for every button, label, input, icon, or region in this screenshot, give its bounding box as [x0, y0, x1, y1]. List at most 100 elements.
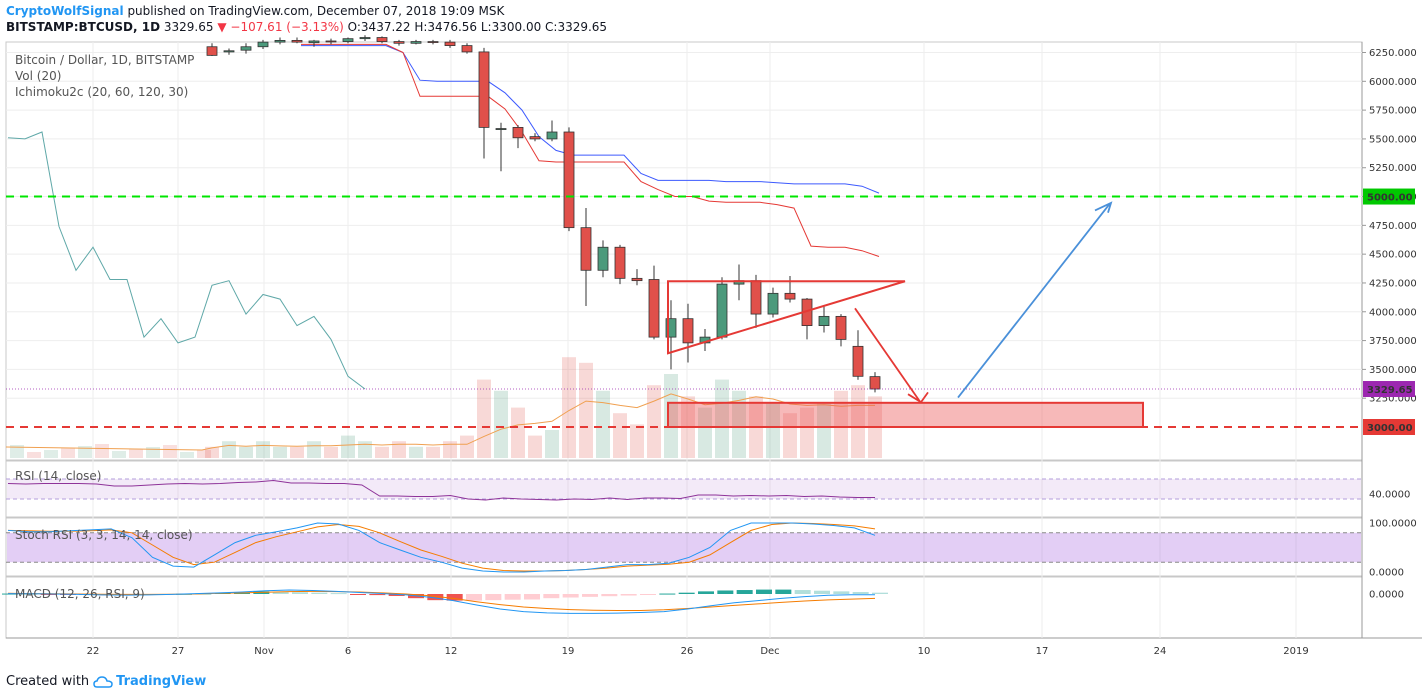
stoch-pane: [5, 517, 1363, 577]
candle-body: [325, 40, 337, 43]
candle-body: [274, 40, 286, 43]
candle-body: [580, 227, 592, 271]
volume-bar: [290, 446, 304, 458]
candle-body: [529, 136, 541, 140]
candle-body: [427, 41, 439, 43]
candle-body: [444, 41, 456, 46]
time-tick-label: 22: [87, 646, 100, 657]
volume-bar: [426, 446, 440, 458]
bearish-arrow-head: [907, 391, 929, 404]
macd-histogram-bar: [330, 593, 347, 595]
volume-bar: [834, 390, 848, 458]
macd-histogram-bar: [736, 590, 753, 594]
candle-body: [461, 45, 473, 53]
candle-body: [563, 131, 575, 229]
volume-bar: [443, 441, 457, 458]
candle-body: [291, 40, 303, 43]
candle-body: [308, 40, 320, 44]
time-tick-label: 6: [345, 646, 351, 657]
author-link[interactable]: CryptoWolfSignal: [6, 4, 124, 18]
trading-chart[interactable]: 22 27 Nov 6 12 19 26 Dec 10 17 24 2019 6250.000 6000.…: [0, 0, 1426, 670]
tradingview-logo[interactable]: TradingView: [93, 674, 206, 689]
triangle-pattern: [667, 280, 906, 355]
candle-body: [495, 128, 507, 130]
macd-histogram-bar: [350, 594, 366, 595]
footer: Created with TradingView: [6, 674, 206, 689]
macd-histogram-bar: [601, 594, 618, 597]
symbol-line: BITSTAMP:BTCUSD, 1D 3329.65 ▼ −107.61 (−…: [6, 20, 607, 34]
macd-histogram-bar: [659, 593, 676, 595]
resistance-price-label: 5000.00: [1367, 193, 1413, 204]
time-tick-label: 10: [918, 646, 931, 657]
volume-bar: [766, 402, 780, 458]
volume-bar: [44, 450, 58, 458]
macd-histogram-bar: [620, 594, 637, 596]
macd-histogram-bar: [369, 594, 386, 596]
support-zone-box: [667, 401, 1144, 429]
support-price-label: 3000.00: [1367, 423, 1413, 434]
volume-bar: [27, 452, 41, 458]
volume-bar: [596, 390, 610, 458]
price-tick-label: 3500.000: [1369, 365, 1417, 376]
candle-body: [257, 41, 269, 48]
candle-body: [631, 277, 643, 282]
macd-histogram-bar: [543, 594, 560, 599]
macd-histogram-bar: [833, 591, 850, 594]
stoch-tick-label-top: 100.0000: [1369, 519, 1417, 530]
volume-bar: [783, 413, 797, 458]
macd-pane: [5, 576, 1363, 639]
macd-histogram-bar: [794, 590, 811, 594]
stoch-k-line: [7, 522, 876, 573]
candle-body: [614, 246, 626, 279]
candle-body: [784, 292, 796, 300]
macd-histogram-bar: [562, 594, 579, 598]
stoch-band: [7, 532, 1361, 563]
macd-histogram-bar: [814, 590, 830, 594]
bullish-arrow-head: [1094, 201, 1113, 213]
time-tick-label: Dec: [760, 646, 779, 657]
last-price-tag: [1363, 381, 1415, 398]
volume-bar: [477, 379, 491, 458]
volume-bar: [545, 430, 559, 458]
support-price-tag: [1363, 419, 1415, 435]
macd-histogram-bar: [698, 591, 714, 594]
stoch-d-line: [7, 522, 876, 572]
price-tick-label: 4000.000: [1369, 307, 1417, 318]
macd-histogram-bar: [775, 589, 792, 594]
volume-bar: [10, 445, 24, 458]
time-tick-label: 26: [681, 646, 694, 657]
rsi-band: [7, 479, 1361, 499]
created-with-text: Created with: [6, 674, 90, 689]
main-legend-2: Ichimoku2c (20, 60, 120, 30): [15, 85, 188, 99]
macd-histogram-bar: [446, 594, 463, 601]
price-tick-label: 3250.000: [1369, 394, 1417, 405]
candle-body: [376, 37, 388, 42]
volume-bar: [630, 424, 644, 458]
candle-body: [240, 46, 252, 51]
volume-bar: [222, 441, 236, 458]
ohlc-values: O:3437.22 H:3476.56 L:3300.00 C:3329.65: [347, 20, 608, 34]
kijun-line: [301, 43, 880, 257]
macd-histogram-bar: [292, 592, 308, 594]
candle-body: [818, 315, 830, 326]
volume-bar: [613, 413, 627, 458]
resistance-price-tag: [1363, 188, 1415, 205]
price-tick-label: 4750.000: [1369, 221, 1417, 232]
volume-bar: [460, 435, 474, 458]
time-tick-label: 17: [1036, 646, 1049, 657]
macd-histogram-bar: [717, 590, 734, 594]
candle-body: [682, 318, 694, 344]
main-legend-0: Bitcoin / Dollar, 1D, BITSTAMP: [15, 53, 194, 67]
macd-histogram-bar: [311, 592, 328, 594]
macd-histogram-bar: [427, 594, 444, 601]
volume-bar: [562, 357, 576, 458]
candle-body: [206, 46, 218, 56]
macd-line: [7, 589, 875, 614]
price-tick-label: 4250.000: [1369, 278, 1417, 289]
macd-histogram-bar: [640, 594, 656, 595]
volume-bar: [732, 390, 746, 458]
macd-legend: MACD (12, 26, RSI, 9): [15, 587, 145, 601]
candle-body: [597, 246, 609, 271]
price-tick-label: 4500.000: [1369, 250, 1417, 261]
macd-histogram-bar: [272, 591, 289, 594]
